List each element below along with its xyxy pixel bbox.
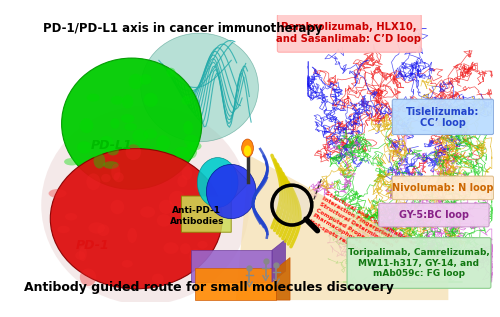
Ellipse shape	[104, 161, 118, 169]
Text: PD-1: PD-1	[76, 238, 110, 251]
Ellipse shape	[156, 214, 172, 227]
Text: PD-L1: PD-L1	[91, 139, 132, 152]
Ellipse shape	[86, 173, 101, 190]
Ellipse shape	[122, 95, 133, 108]
Ellipse shape	[206, 214, 214, 228]
Ellipse shape	[50, 149, 222, 289]
FancyBboxPatch shape	[278, 14, 421, 52]
Text: Anti-PD-1
Antibodies: Anti-PD-1 Antibodies	[170, 206, 224, 226]
Ellipse shape	[111, 164, 120, 180]
Ellipse shape	[189, 207, 202, 222]
Ellipse shape	[164, 242, 178, 254]
Ellipse shape	[132, 129, 148, 142]
Ellipse shape	[48, 189, 66, 198]
Ellipse shape	[182, 166, 192, 180]
Ellipse shape	[187, 142, 202, 151]
Ellipse shape	[114, 172, 124, 182]
Ellipse shape	[77, 141, 92, 154]
Text: Antibody guided route for small molecules discovery: Antibody guided route for small molecule…	[24, 281, 394, 294]
Ellipse shape	[184, 121, 193, 135]
Ellipse shape	[80, 118, 93, 133]
Ellipse shape	[86, 94, 100, 102]
FancyBboxPatch shape	[392, 176, 494, 200]
Text: Toripalimab, Camrelizumab,
MW11-h317, GY-14, and
mAb059c: FG loop: Toripalimab, Camrelizumab, MW11-h317, GY…	[348, 248, 490, 278]
FancyBboxPatch shape	[347, 238, 491, 288]
Polygon shape	[272, 239, 285, 282]
Ellipse shape	[124, 123, 137, 131]
Ellipse shape	[190, 249, 201, 264]
Ellipse shape	[76, 251, 86, 260]
Ellipse shape	[140, 74, 151, 85]
Ellipse shape	[169, 191, 186, 207]
Text: Pembrolizumab, HLX10,
and Sasanlimab: C’D loop: Pembrolizumab, HLX10, and Sasanlimab: C’…	[276, 23, 422, 44]
Ellipse shape	[65, 213, 78, 221]
Ellipse shape	[121, 114, 134, 123]
Ellipse shape	[242, 139, 254, 157]
FancyBboxPatch shape	[392, 99, 494, 134]
Ellipse shape	[94, 153, 106, 169]
Ellipse shape	[110, 118, 120, 129]
Polygon shape	[182, 165, 250, 232]
Text: Tislelizumab:
CC’ loop: Tislelizumab: CC’ loop	[406, 107, 480, 128]
Ellipse shape	[202, 202, 209, 220]
Ellipse shape	[62, 58, 202, 189]
Ellipse shape	[128, 74, 143, 89]
Ellipse shape	[206, 165, 256, 219]
Polygon shape	[190, 250, 272, 282]
Ellipse shape	[152, 274, 164, 284]
Ellipse shape	[98, 224, 110, 236]
Ellipse shape	[159, 200, 174, 214]
Ellipse shape	[184, 145, 197, 159]
Polygon shape	[276, 258, 290, 300]
Ellipse shape	[198, 241, 207, 249]
Ellipse shape	[174, 147, 189, 158]
Ellipse shape	[141, 33, 258, 142]
Ellipse shape	[140, 206, 155, 218]
Ellipse shape	[99, 136, 114, 151]
Ellipse shape	[107, 146, 119, 155]
Ellipse shape	[126, 144, 141, 160]
Polygon shape	[195, 268, 276, 300]
Ellipse shape	[178, 175, 188, 187]
Ellipse shape	[80, 268, 96, 286]
Ellipse shape	[101, 174, 110, 182]
Ellipse shape	[156, 135, 170, 151]
Ellipse shape	[111, 96, 123, 105]
Ellipse shape	[79, 246, 87, 261]
FancyBboxPatch shape	[378, 203, 489, 227]
Ellipse shape	[184, 135, 200, 146]
Text: GY-5:BC loop: GY-5:BC loop	[399, 210, 469, 220]
Ellipse shape	[58, 226, 70, 233]
Ellipse shape	[182, 96, 190, 105]
Ellipse shape	[128, 228, 137, 243]
Ellipse shape	[166, 68, 175, 77]
Circle shape	[272, 185, 312, 225]
Ellipse shape	[41, 106, 250, 305]
Text: PD-1/PD-L1 axis in cancer immunotherapy: PD-1/PD-L1 axis in cancer immunotherapy	[43, 22, 322, 35]
Ellipse shape	[144, 93, 158, 107]
Ellipse shape	[180, 243, 190, 254]
Text: Structural and Conformational
Interaction Fingerprinting
Structural Determinatio: Structural and Conformational Interactio…	[308, 190, 416, 274]
Polygon shape	[236, 155, 448, 300]
Text: Nivolumab: N loop: Nivolumab: N loop	[392, 183, 494, 193]
Ellipse shape	[64, 158, 80, 165]
Ellipse shape	[88, 222, 105, 234]
Ellipse shape	[198, 158, 238, 207]
Ellipse shape	[196, 178, 214, 195]
Ellipse shape	[122, 260, 133, 268]
Ellipse shape	[144, 129, 157, 139]
Ellipse shape	[110, 200, 124, 214]
Ellipse shape	[244, 146, 251, 156]
